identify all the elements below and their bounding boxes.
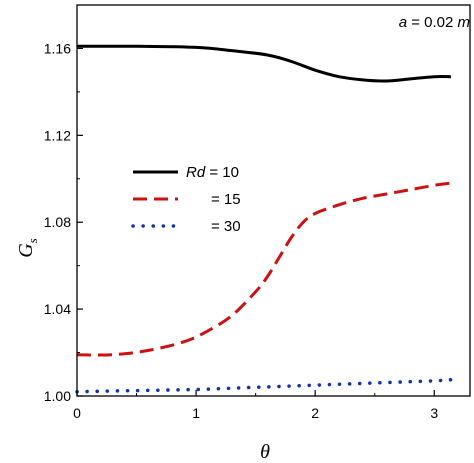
legend-label-var: Rd <box>186 164 206 181</box>
series-layer <box>75 44 453 394</box>
x-tick-label: 0 <box>73 405 81 421</box>
y-tick-label: 1.08 <box>44 214 71 230</box>
annotation-text: = 0.02 <box>407 14 457 31</box>
series-line-2 <box>76 181 452 357</box>
legend-label-2: = 15 <box>211 191 241 208</box>
plot-frame <box>76 4 471 397</box>
series-line-1 <box>76 44 451 83</box>
annotation-unit: m <box>458 14 471 31</box>
legend-label-1: Rd = 10 <box>186 164 239 181</box>
y-tick-label: 1.16 <box>44 40 71 56</box>
y-tick-label: 1.12 <box>44 127 71 143</box>
y-axis-title-sub: s <box>25 238 40 243</box>
annotation-var: a <box>399 14 407 31</box>
x-axis-title: θ <box>260 441 270 463</box>
y-tick-label: 1.00 <box>44 388 71 404</box>
legend-label-value: = 10 <box>205 164 239 181</box>
svg-text:Gs: Gs <box>15 238 40 258</box>
y-tick-label: 1.04 <box>44 301 71 317</box>
legend-label-3: = 30 <box>211 218 241 235</box>
legend: Rd = 10 = 15 = 30 <box>131 164 241 235</box>
y-axis-title-main: G <box>15 243 37 258</box>
x-tick-label: 2 <box>311 405 319 421</box>
x-tick-label: 1 <box>192 405 200 421</box>
x-tick-label: 3 <box>430 405 438 421</box>
ticks-layer: 0 1 2 3 1.00 1.04 1.08 1.12 1.16 <box>44 40 439 421</box>
y-axis-title: Gs <box>15 238 40 258</box>
series-line-3 <box>75 377 453 394</box>
annotation: a = 0.02 m <box>399 14 470 31</box>
